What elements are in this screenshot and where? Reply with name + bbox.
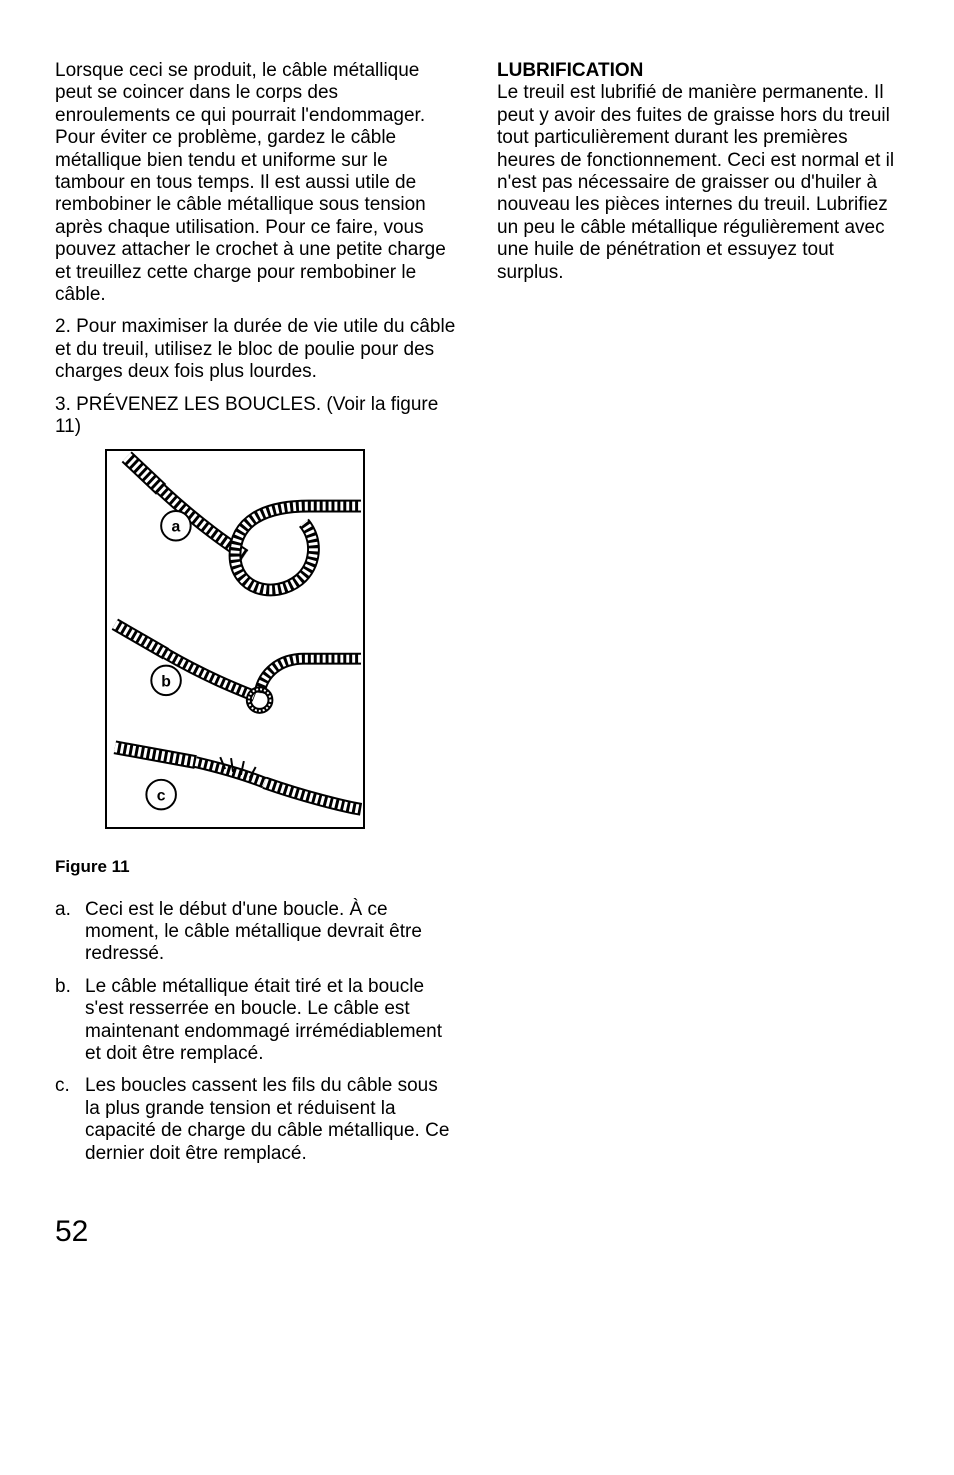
list-item: c. Les boucles cassent les fils du câble… [55, 1075, 457, 1165]
svg-text:a: a [172, 518, 181, 535]
list-marker: a. [55, 899, 85, 966]
list-text: Les boucles cassent les fils du câble so… [85, 1075, 457, 1165]
page-number: 52 [55, 1215, 899, 1249]
list-text: Ceci est le début d'une boucle. À ce mom… [85, 899, 457, 966]
list-text: Le câble métallique était tiré et la bou… [85, 976, 457, 1066]
svg-text:c: c [157, 787, 166, 804]
right-para-1: Le treuil est lubrifié de manière perman… [497, 82, 899, 284]
left-para-1: Lorsque ceci se produit, le câble métall… [55, 60, 457, 306]
left-para-2: 2. Pour maximiser la durée de vie utile … [55, 316, 457, 383]
list-marker: c. [55, 1075, 85, 1165]
svg-text:b: b [161, 673, 171, 690]
list-item: a. Ceci est le début d'une boucle. À ce … [55, 899, 457, 966]
figure-11-caption: Figure 11 [55, 857, 457, 877]
left-para-3: 3. PRÉVENEZ LES BOUCLES. (Voir la figure… [55, 394, 457, 439]
figure-11-list: a. Ceci est le début d'une boucle. À ce … [55, 899, 457, 1165]
lubrification-heading: LUBRIFICATION [497, 60, 899, 82]
list-marker: b. [55, 976, 85, 1066]
list-item: b. Le câble métallique était tiré et la … [55, 976, 457, 1066]
figure-11-diagram: a b [105, 449, 365, 829]
